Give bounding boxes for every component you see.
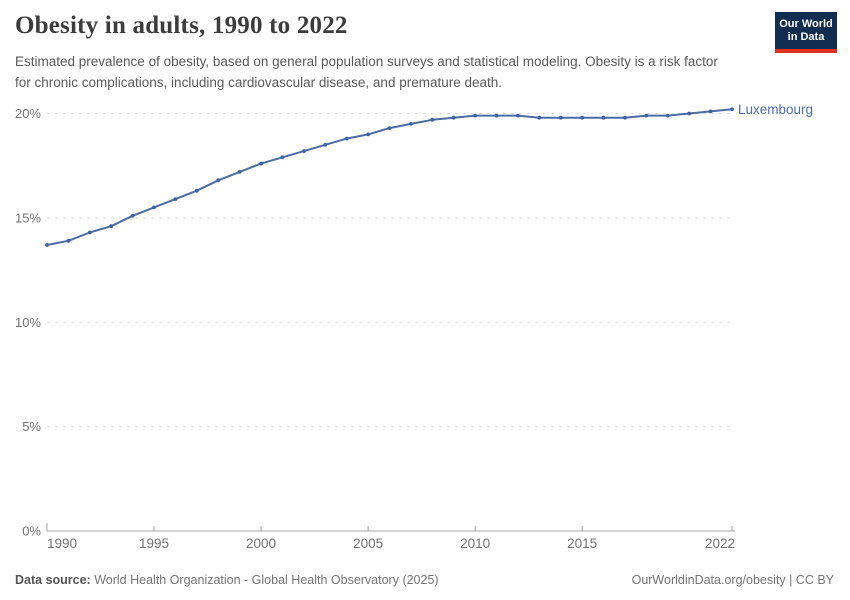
data-point[interactable] <box>152 205 156 210</box>
data-point[interactable] <box>302 149 306 154</box>
data-point[interactable] <box>730 107 734 112</box>
x-axis-tick-label: 2005 <box>353 536 383 551</box>
data-point[interactable] <box>387 126 392 130</box>
x-axis-tick-label: 2010 <box>460 536 490 551</box>
chart-footer: Data source: World Health Organization -… <box>15 573 834 587</box>
data-point[interactable] <box>665 113 670 118</box>
x-axis-tick-label: 2015 <box>567 536 597 551</box>
data-point[interactable] <box>344 136 349 141</box>
data-point[interactable] <box>237 170 242 174</box>
data-point[interactable] <box>194 188 199 193</box>
data-point[interactable] <box>366 132 370 137</box>
y-axis-tick-label: 0% <box>22 524 41 539</box>
data-point[interactable] <box>216 178 221 183</box>
data-source-note: Data source: World Health Organization -… <box>15 573 439 587</box>
entity-label[interactable]: Luxembourg <box>738 102 813 117</box>
y-axis-tick-label: 5% <box>22 419 41 434</box>
data-point[interactable] <box>430 117 435 122</box>
data-point[interactable] <box>451 115 456 120</box>
owid-logo-line1: Our World <box>779 18 833 30</box>
data-point[interactable] <box>409 122 413 126</box>
data-point[interactable] <box>280 155 285 160</box>
data-point[interactable] <box>708 109 713 114</box>
data-point[interactable] <box>109 224 114 229</box>
data-point[interactable] <box>687 111 692 116</box>
data-point[interactable] <box>87 230 92 235</box>
data-point[interactable] <box>537 115 542 120</box>
y-axis-tick-label: 10% <box>15 315 41 330</box>
owid-logo-line2: in Data <box>787 31 825 43</box>
data-point[interactable] <box>66 238 71 243</box>
data-point[interactable] <box>644 113 649 118</box>
data-point[interactable] <box>259 161 263 166</box>
chart-subtitle: Estimated prevalence of obesity, based o… <box>15 54 718 90</box>
data-point[interactable] <box>558 115 563 120</box>
owid-logo[interactable]: Our World in Data <box>775 12 837 53</box>
data-point[interactable] <box>130 213 135 218</box>
data-point[interactable] <box>45 243 49 247</box>
data-point[interactable] <box>516 113 520 118</box>
data-point[interactable] <box>623 115 627 120</box>
x-axis-tick-label: 2000 <box>246 536 276 551</box>
data-source-label: Data source: <box>15 573 91 587</box>
y-axis-tick-label: 20% <box>15 106 41 121</box>
data-point[interactable] <box>473 113 477 118</box>
data-point[interactable] <box>580 115 585 120</box>
data-point[interactable] <box>323 142 328 147</box>
data-point[interactable] <box>494 113 499 118</box>
data-point[interactable] <box>173 197 178 202</box>
data-point[interactable] <box>601 115 606 120</box>
y-axis-tick-label: 15% <box>15 210 41 225</box>
x-axis-tick-label: 2022 <box>705 536 735 551</box>
page-title: Obesity in adults, 1990 to 2022 <box>15 12 348 39</box>
x-axis-tick-label: 1995 <box>139 536 169 551</box>
data-source-value: World Health Organization - Global Healt… <box>90 573 439 587</box>
x-axis-tick-label: 1990 <box>47 536 77 551</box>
owid-url-license[interactable]: OurWorldinData.org/obesity | CC BY <box>631 573 834 587</box>
